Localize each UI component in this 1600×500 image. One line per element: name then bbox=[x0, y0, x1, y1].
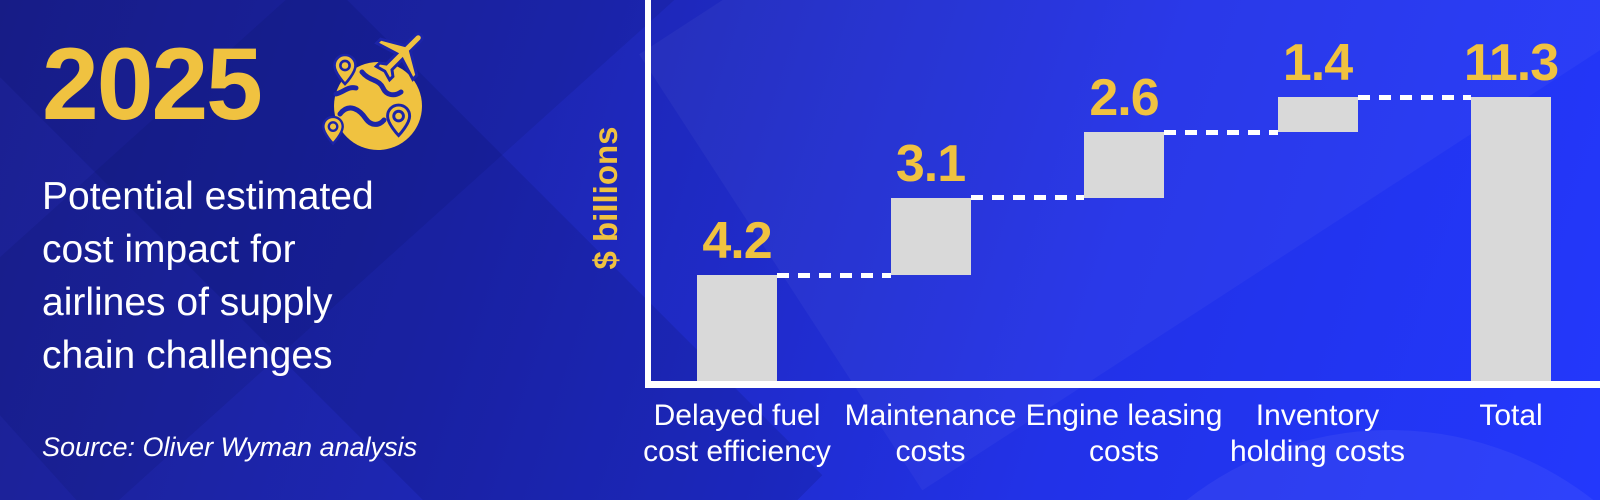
total-bar bbox=[1471, 97, 1551, 381]
step-connector-line bbox=[1357, 94, 1471, 100]
category-label: Maintenance costs bbox=[806, 398, 1056, 470]
bar-value-label: 3.1 bbox=[895, 134, 966, 193]
waterfall-bar bbox=[890, 197, 971, 276]
x-axis-line bbox=[645, 381, 1600, 388]
headline: Potential estimated cost impact for airl… bbox=[42, 170, 502, 382]
category-label-line: holding costs bbox=[1229, 435, 1406, 468]
category-label-line: cost efficiency bbox=[643, 435, 831, 468]
bar-value-label: 4.2 bbox=[702, 212, 772, 271]
category-label-line: costs bbox=[895, 435, 966, 468]
category-label: Inventory holding costs bbox=[1193, 398, 1443, 470]
y-axis-line bbox=[645, 0, 651, 388]
category-label: Total bbox=[1386, 398, 1600, 434]
category-label-line: Engine leasing bbox=[1025, 399, 1223, 432]
y-axis-label: $ billions bbox=[587, 126, 624, 270]
step-connector-line bbox=[970, 195, 1084, 201]
headline-line-4: chain challenges bbox=[42, 334, 333, 377]
year-headline: 2025 bbox=[42, 27, 263, 141]
headline-line-2: cost impact for bbox=[42, 228, 296, 271]
category-label-line: Total bbox=[1479, 399, 1543, 432]
step-connector-line bbox=[777, 272, 891, 278]
category-label-line: Inventory bbox=[1255, 399, 1380, 432]
waterfall-bar bbox=[1277, 97, 1358, 133]
category-label-line: costs bbox=[1088, 435, 1160, 468]
bar-value-label: 1.4 bbox=[1282, 34, 1353, 92]
category-label-line: Maintenance bbox=[844, 399, 1017, 432]
category-label-line: Delayed fuel bbox=[653, 399, 821, 432]
bar-value-label: 2.6 bbox=[1089, 69, 1159, 128]
category-label: Delayed fuel cost efficiency bbox=[612, 398, 862, 470]
headline-line-1: Potential estimated bbox=[42, 175, 374, 218]
step-connector-line bbox=[1164, 129, 1278, 135]
waterfall-bar bbox=[697, 275, 777, 381]
waterfall-bar bbox=[1084, 132, 1164, 198]
headline-line-3: airlines of supply bbox=[42, 281, 333, 324]
category-label: Engine leasing costs bbox=[999, 398, 1249, 470]
bar-value-label: 11.3 bbox=[1463, 34, 1559, 92]
source-note: Source: Oliver Wyman analysis bbox=[42, 432, 418, 462]
globe-pins-airplane-icon bbox=[320, 28, 432, 156]
